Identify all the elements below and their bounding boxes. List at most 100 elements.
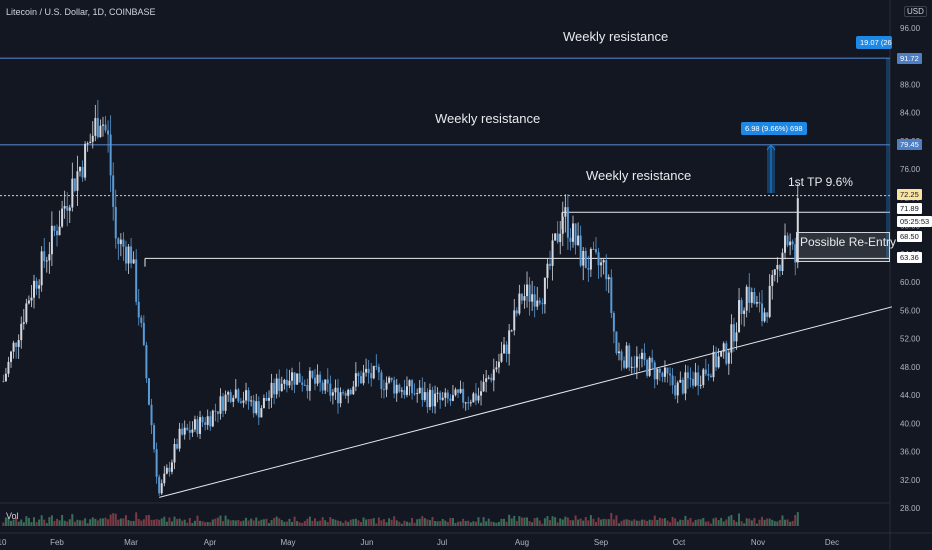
candle-body[interactable] [101, 124, 104, 126]
candle-body[interactable] [4, 373, 7, 382]
candle-body[interactable] [155, 449, 158, 477]
candle-body[interactable] [43, 251, 46, 262]
candle-body[interactable] [776, 264, 779, 270]
re-entry-box[interactable]: Possible Re-Entry [796, 232, 896, 262]
candle-body[interactable] [692, 378, 695, 386]
candle-body[interactable] [222, 396, 225, 411]
candle-body[interactable] [188, 430, 191, 433]
candle-body[interactable] [574, 223, 577, 246]
candle-body[interactable] [140, 317, 143, 323]
candle-body[interactable] [122, 239, 125, 247]
candle-body[interactable] [515, 310, 518, 314]
candle-body[interactable] [388, 377, 391, 383]
candle-body[interactable] [467, 402, 470, 404]
candle-body[interactable] [538, 300, 541, 304]
candle-body[interactable] [671, 375, 674, 386]
candle-body[interactable] [610, 277, 613, 314]
candle-body[interactable] [528, 284, 531, 302]
candle-body[interactable] [107, 130, 110, 135]
candle-body[interactable] [324, 379, 327, 391]
candle-body[interactable] [699, 384, 702, 386]
candle-body[interactable] [242, 400, 245, 403]
candle-body[interactable] [426, 392, 429, 408]
candle-body[interactable] [766, 312, 769, 317]
candle-body[interactable] [2, 380, 5, 382]
candle-body[interactable] [375, 365, 378, 367]
candle-body[interactable] [380, 372, 383, 390]
candle-body[interactable] [260, 408, 263, 418]
candle-body[interactable] [428, 389, 431, 408]
candle-body[interactable] [265, 397, 268, 401]
candle-body[interactable] [674, 385, 677, 396]
candle-body[interactable] [781, 252, 784, 272]
candle-body[interactable] [45, 260, 48, 262]
candle-body[interactable] [651, 357, 654, 363]
candle-body[interactable] [326, 379, 329, 384]
candle-body[interactable] [216, 411, 219, 414]
candle-body[interactable] [186, 427, 189, 431]
candle-body[interactable] [395, 384, 398, 394]
candle-body[interactable] [533, 294, 536, 307]
candle-body[interactable] [214, 410, 217, 412]
candle-body[interactable] [482, 381, 485, 392]
candle-body[interactable] [53, 225, 56, 231]
candle-body[interactable] [270, 382, 273, 398]
candle-body[interactable] [569, 237, 572, 242]
candle-body[interactable] [579, 235, 582, 266]
candle-body[interactable] [398, 384, 401, 392]
candle-body[interactable] [239, 401, 242, 403]
candle-body[interactable] [712, 351, 715, 378]
candle-body[interactable] [778, 264, 781, 272]
candle-body[interactable] [490, 377, 493, 381]
candle-body[interactable] [229, 392, 232, 402]
candle-body[interactable] [191, 429, 194, 433]
candle-body[interactable] [390, 377, 393, 381]
candle-body[interactable] [755, 302, 758, 304]
candle-body[interactable] [689, 378, 692, 380]
measure-tooltip-large[interactable]: 19.07 (26 [856, 36, 892, 49]
candle-body[interactable] [135, 259, 138, 302]
candle-body[interactable] [709, 375, 712, 378]
candle-body[interactable] [503, 344, 506, 354]
candle-body[interactable] [12, 342, 15, 352]
candle-body[interactable] [336, 387, 339, 404]
candle-body[interactable] [462, 388, 465, 403]
candle-body[interactable] [681, 379, 684, 394]
candle-body[interactable] [730, 324, 733, 353]
candle-body[interactable] [646, 359, 649, 376]
candle-body[interactable] [679, 379, 682, 383]
candle-body[interactable] [255, 401, 258, 414]
candle-body[interactable] [572, 223, 574, 242]
candle-body[interactable] [536, 300, 539, 307]
candle-body[interactable] [794, 244, 797, 263]
candle-body[interactable] [472, 393, 475, 403]
candle-body[interactable] [35, 280, 38, 289]
candle-body[interactable] [594, 249, 597, 253]
candle-body[interactable] [592, 248, 595, 250]
candle-body[interactable] [181, 428, 184, 435]
candle-body[interactable] [403, 390, 406, 395]
candle-body[interactable] [625, 345, 628, 368]
candle-body[interactable] [541, 303, 544, 305]
candle-body[interactable] [38, 285, 41, 289]
candle-body[interactable] [408, 380, 411, 387]
candle-body[interactable] [697, 372, 700, 386]
candle-body[interactable] [262, 397, 265, 409]
candle-body[interactable] [411, 380, 414, 394]
candle-body[interactable] [165, 467, 168, 474]
candle-body[interactable] [61, 208, 64, 227]
candle-body[interactable] [743, 310, 746, 314]
candle-body[interactable] [209, 416, 212, 427]
candle-body[interactable] [459, 388, 462, 393]
candle-body[interactable] [109, 134, 112, 176]
candle-body[interactable] [702, 369, 705, 385]
candle-body[interactable] [50, 225, 53, 255]
candle-body[interactable] [602, 260, 605, 263]
candle-body[interactable] [469, 402, 472, 404]
candle-body[interactable] [301, 382, 304, 385]
candle-body[interactable] [365, 368, 368, 373]
candle-body[interactable] [669, 373, 672, 376]
candle-body[interactable] [717, 356, 720, 368]
candle-body[interactable] [127, 246, 130, 264]
